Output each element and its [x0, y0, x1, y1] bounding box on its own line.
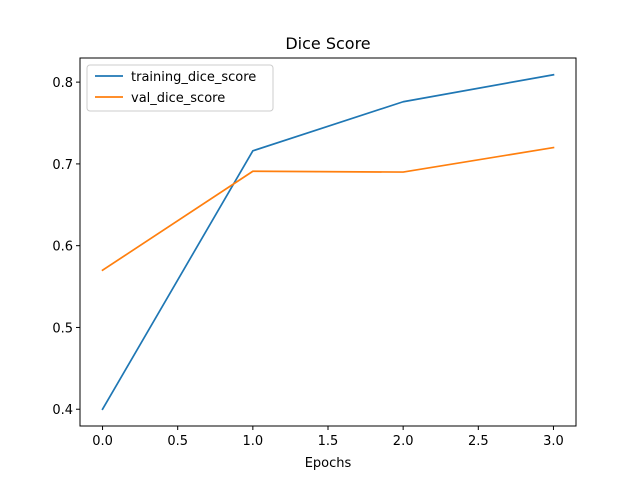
series-lines: [101, 73, 555, 411]
x-tick-label: 2.0: [393, 434, 414, 449]
x-axis-ticks: 0.0 0.5 1.0 1.5 2.0 2.5 3.0: [92, 426, 564, 449]
y-tick-label: 0.4: [52, 403, 73, 418]
series-line-training_dice_score: [101, 73, 555, 411]
y-tick-label: 0.7: [52, 158, 73, 173]
legend-box: [86, 64, 274, 112]
legend-label-val: val_dice_score: [131, 91, 225, 106]
x-tick-label: 3.0: [543, 434, 564, 449]
x-tick-label: 1.0: [243, 434, 264, 449]
x-tick-label: 0.5: [167, 434, 188, 449]
x-axis-label: Epochs: [305, 456, 352, 471]
y-tick-label: 0.8: [52, 76, 73, 91]
x-tick-label: 2.5: [468, 434, 489, 449]
legend-label-training: training_dice_score: [131, 70, 256, 85]
series-line-val_dice_score: [101, 146, 555, 272]
y-tick-label: 0.5: [52, 321, 73, 336]
chart-title: Dice Score: [285, 34, 370, 53]
y-tick-label: 0.6: [52, 240, 73, 255]
x-tick-label: 0.0: [92, 434, 113, 449]
x-tick-label: 1.5: [318, 434, 339, 449]
axes-frame: [79, 57, 577, 427]
legend: training_dice_score val_dice_score: [86, 64, 274, 112]
y-axis-ticks: 0.4 0.5 0.6 0.7 0.8: [52, 76, 80, 418]
